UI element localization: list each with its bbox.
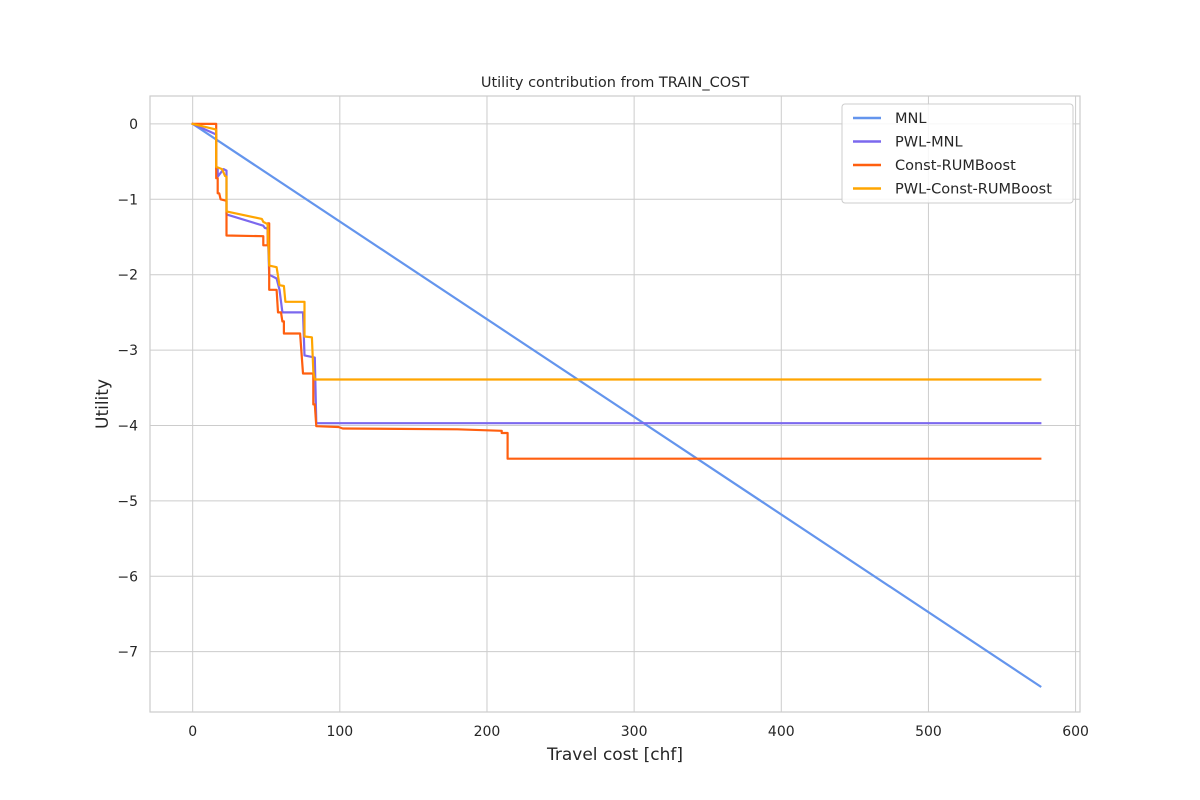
series-line-const-rumboost: [191, 122, 1042, 460]
x-axis-label: Travel cost [chf]: [546, 745, 683, 765]
x-tick-label: 100: [326, 724, 353, 740]
y-tick-label: 0: [129, 117, 138, 133]
y-tick-label: −4: [117, 418, 138, 434]
y-tick-label: −7: [117, 645, 138, 661]
y-axis-label: Utility: [93, 379, 113, 429]
x-tick-label: 200: [474, 724, 501, 740]
y-tick-label: −3: [117, 343, 138, 359]
x-tick-label: 300: [621, 724, 648, 740]
x-tick-label: 400: [768, 724, 795, 740]
x-tick-label: 500: [915, 724, 942, 740]
series-line-pwl-mnl: [191, 122, 1042, 425]
legend-label: PWL-Const-RUMBoost: [895, 182, 1052, 198]
series-line-pwl-const-rumboost: [191, 122, 1042, 381]
chart-title: Utility contribution from TRAIN_COST: [481, 75, 749, 91]
series-line-mnl: [191, 122, 1042, 688]
y-tick-label: −2: [117, 268, 138, 284]
legend: MNL PWL-MNL Const-RUMBoost PWL-Const-RUMBoo…: [841, 103, 1074, 204]
plot-frame: [149, 95, 1081, 713]
legend-box: [841, 103, 1074, 204]
x-tick-label: 600: [1062, 724, 1089, 740]
y-tick-label: −6: [117, 569, 138, 585]
y-tick-label: −5: [117, 494, 138, 510]
legend-label: PWL-MNL: [895, 135, 963, 151]
series-layer: [191, 122, 1042, 688]
legend-label: MNL: [895, 111, 926, 127]
x-tick-label: 0: [188, 724, 197, 740]
y-tick-label: −1: [117, 192, 138, 208]
tick-labels: 0 100 200 300 400 500 600 0 −1 −2 −3 −4 −5 −6 −7: [117, 117, 1089, 740]
legend-label: Const-RUMBoost: [895, 158, 1016, 174]
